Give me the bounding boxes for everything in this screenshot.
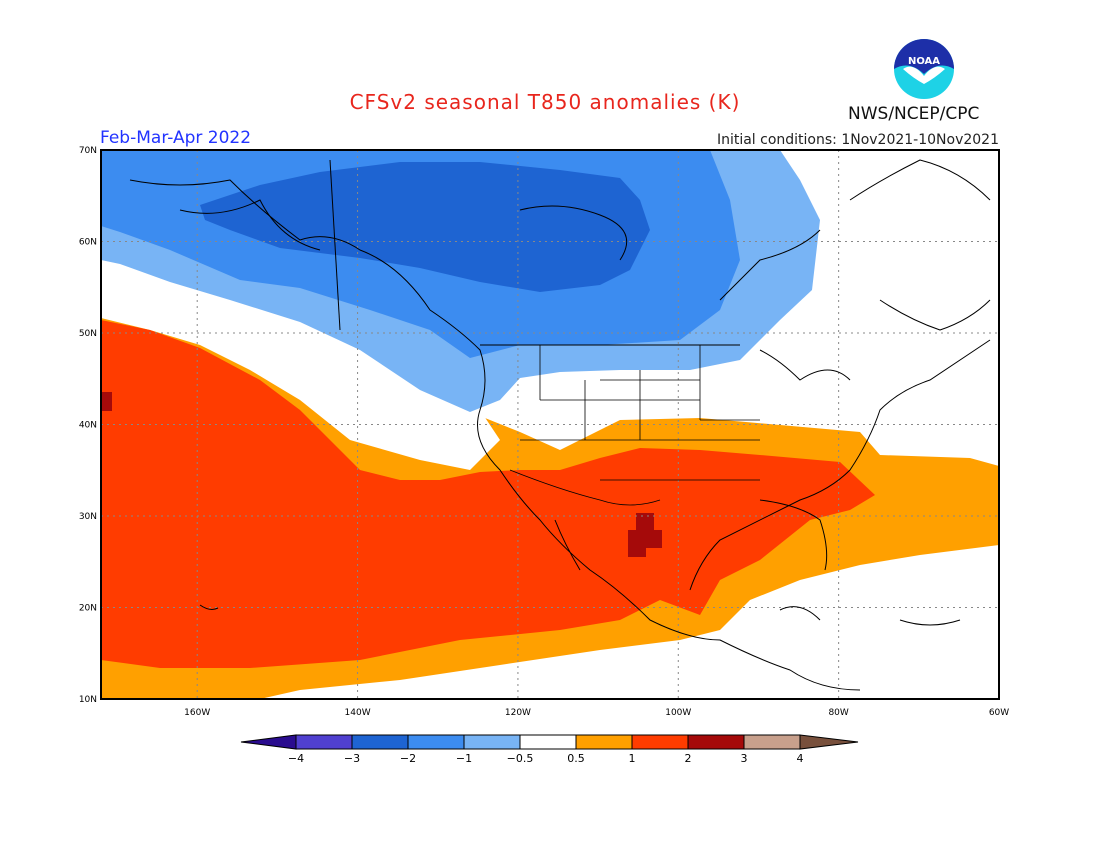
colorbar-label: 1 [629, 752, 636, 765]
latitude-tick-label: 20N [79, 604, 97, 614]
colorbar-max-arrow [799, 734, 859, 750]
latitude-tick-label: 40N [79, 421, 97, 431]
map-graticule [101, 150, 999, 699]
colorbar-swatch [743, 734, 801, 750]
colorbar-label: 2 [685, 752, 692, 765]
map-frame [100, 149, 1000, 700]
initial-conditions: Initial conditions: 1Nov2021-10Nov2021 [716, 132, 999, 148]
latitude-tick-label: 50N [79, 329, 97, 339]
map-title: CFSv2 seasonal T850 anomalies (K) [349, 90, 741, 114]
latitude-tick-label: 70N [79, 146, 97, 156]
noaa-logo-text: NOAA [908, 56, 940, 67]
agency-label: NWS/NCEP/CPC [848, 104, 980, 124]
colorbar: −4 −3 −2 −1 −0.5 0.5 1 2 3 4 [240, 734, 859, 765]
warm-anomaly-core [628, 513, 662, 557]
warm-anomaly-mid [101, 320, 875, 668]
colorbar-label: −1 [456, 752, 472, 765]
colorbar-min-arrow [240, 734, 297, 750]
colorbar-label: −4 [288, 752, 304, 765]
colorbar-label: 4 [797, 752, 804, 765]
colorbar-label: −3 [344, 752, 360, 765]
map-plot-area [101, 150, 999, 699]
longitude-tick-label: 80W [828, 708, 848, 718]
colorbar-swatch [407, 734, 465, 750]
latitude-tick-label: 10N [79, 695, 97, 705]
latitude-tick-label: 30N [79, 512, 97, 522]
colorbar-label: −2 [400, 752, 416, 765]
colorbar-swatch [463, 734, 521, 750]
colorbar-label: 0.5 [567, 752, 585, 765]
latitude-tick-label: 60N [79, 238, 97, 248]
colorbar-label: −0.5 [507, 752, 534, 765]
coastlines [129, 159, 991, 691]
latitude-ticks: 10N 20N 30N 40N 50N 60N 70N [79, 146, 97, 705]
colorbar-swatch [631, 734, 689, 750]
colorbar-swatch [687, 734, 745, 750]
longitude-tick-label: 60W [989, 708, 1009, 718]
longitude-tick-label: 120W [505, 708, 531, 718]
colorbar-swatch [295, 734, 353, 750]
warm-anomaly-core [101, 392, 112, 411]
longitude-tick-label: 160W [184, 708, 210, 718]
longitude-tick-label: 100W [665, 708, 691, 718]
forecast-period: Feb-Mar-Apr 2022 [100, 128, 252, 148]
colorbar-label: 3 [741, 752, 748, 765]
longitude-tick-label: 140W [345, 708, 371, 718]
cold-anomaly-core [200, 162, 650, 292]
longitude-ticks: 160W 140W 120W 100W 80W 60W [184, 708, 1009, 718]
political-borders [509, 345, 760, 506]
colorbar-swatch [519, 734, 577, 750]
neutral-pacific-band [101, 258, 500, 470]
colorbar-swatch [351, 734, 409, 750]
colorbar-swatch [575, 734, 633, 750]
noaa-logo-icon: NOAA [894, 39, 954, 99]
